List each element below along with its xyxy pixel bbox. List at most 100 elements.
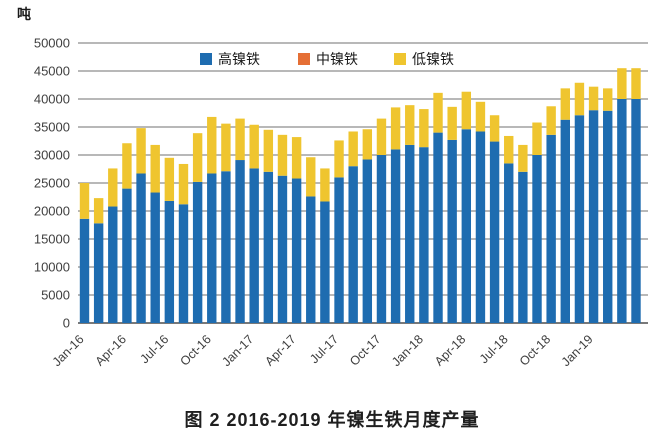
bar-May-16-低镍铁 — [136, 128, 146, 174]
bar-May-17-高镍铁 — [306, 196, 316, 323]
bar-Apr-17-低镍铁 — [291, 137, 302, 179]
bar-Jun-18-低镍铁 — [489, 115, 500, 142]
bar-Mar-16-高镍铁 — [108, 206, 118, 323]
bar-Aug-18-低镍铁 — [518, 144, 528, 172]
bar-Nov-16-高镍铁 — [221, 171, 231, 323]
bar-Mar-16-低镍铁 — [108, 168, 118, 207]
bar-Jun-17-高镍铁 — [320, 201, 330, 323]
bar-Jan-17-高镍铁 — [249, 168, 259, 323]
bar-Sep-17-高镍铁 — [362, 159, 373, 323]
x-tick-label: Jul-18 — [477, 332, 511, 366]
bar-Jul-18-高镍铁 — [504, 163, 514, 323]
bar-Aug-17-低镍铁 — [348, 131, 358, 167]
bar-Oct-17-高镍铁 — [376, 155, 387, 323]
x-tick-label: Jan-18 — [389, 332, 426, 369]
y-tick-label: 40000 — [34, 92, 70, 107]
x-tick-label: Jan-19 — [559, 332, 596, 369]
bar-Apr-19-高镍铁 — [631, 99, 641, 323]
bar-Nov-18-低镍铁 — [560, 88, 570, 120]
y-tick-label: 30000 — [34, 148, 70, 163]
production-chart: 0 5000 10000 15000 20000 25000 30000 35000 40000… — [34, 36, 648, 369]
bar-Dec-16-高镍铁 — [235, 160, 245, 323]
bars — [79, 68, 641, 324]
bar-Oct-16-低镍铁 — [207, 116, 217, 174]
legend-swatch-icon — [394, 53, 406, 65]
x-tick-label: Apr-18 — [432, 332, 468, 368]
x-tick-label: Oct-17 — [347, 332, 383, 368]
figure-caption: 图 2 2016-2019 年镍生铁月度产量 — [184, 410, 480, 430]
bar-Jan-19-低镍铁 — [588, 86, 599, 111]
legend-item-低镍铁: 低镍铁 — [394, 51, 454, 67]
bar-Apr-17-高镍铁 — [291, 178, 302, 323]
bar-Dec-16-低镍铁 — [235, 118, 245, 161]
x-axis-tick-labels: Jan-16 Apr-16 Jul-16 Oct-16 Jan-17 Apr-17 Jul-… — [50, 332, 596, 369]
bar-Apr-18-高镍铁 — [461, 129, 472, 323]
bar-Oct-18-低镍铁 — [546, 106, 556, 135]
bar-May-18-低镍铁 — [475, 101, 486, 132]
bar-Mar-19-低镍铁 — [617, 68, 627, 99]
y-axis-unit-label: 吨 — [17, 6, 31, 22]
bar-May-16-高镍铁 — [136, 173, 146, 323]
bar-Jan-19-高镍铁 — [588, 110, 599, 323]
bar-Nov-17-低镍铁 — [390, 107, 401, 150]
bar-Feb-17-低镍铁 — [263, 129, 274, 172]
bar-Oct-17-低镍铁 — [376, 118, 387, 155]
bar-Mar-18-低镍铁 — [447, 106, 457, 140]
x-tick-label: Jul-16 — [137, 332, 171, 366]
y-tick-label: 0 — [63, 316, 70, 331]
x-tick-label: Apr-16 — [93, 332, 129, 368]
bar-Apr-16-低镍铁 — [122, 143, 132, 189]
bar-Jul-16-低镍铁 — [164, 157, 175, 201]
bar-Jan-17-低镍铁 — [249, 124, 259, 169]
bar-Mar-19-高镍铁 — [617, 99, 627, 323]
bar-Aug-16-高镍铁 — [178, 204, 189, 323]
legend-label: 低镍铁 — [412, 51, 454, 67]
bar-Feb-16-高镍铁 — [93, 223, 104, 323]
y-tick-label: 35000 — [34, 120, 70, 135]
bar-Jul-17-低镍铁 — [334, 140, 344, 178]
bar-Dec-17-低镍铁 — [405, 105, 415, 145]
y-tick-label: 10000 — [34, 260, 70, 275]
y-tick-label: 5000 — [41, 288, 70, 303]
y-tick-label: 15000 — [34, 232, 70, 247]
bar-Jan-16-高镍铁 — [79, 218, 90, 323]
bar-Feb-18-高镍铁 — [433, 132, 443, 323]
x-tick-label: Jul-17 — [307, 332, 341, 366]
bar-Feb-19-高镍铁 — [603, 110, 613, 323]
bar-Nov-16-低镍铁 — [221, 123, 231, 172]
legend-swatch-icon — [298, 53, 310, 65]
bar-Oct-18-高镍铁 — [546, 134, 556, 323]
bar-Jan-18-低镍铁 — [419, 109, 429, 148]
bar-Jun-18-高镍铁 — [489, 141, 500, 323]
bar-Nov-18-高镍铁 — [560, 119, 570, 323]
bar-Feb-16-低镍铁 — [93, 198, 104, 224]
x-tick-label: Oct-18 — [517, 332, 553, 368]
x-tick-label: Jan-16 — [50, 332, 87, 369]
bar-May-18-高镍铁 — [475, 131, 486, 323]
bar-Mar-18-高镍铁 — [447, 139, 457, 323]
legend-item-中镍铁: 中镍铁 — [298, 51, 358, 67]
bar-Apr-18-低镍铁 — [461, 91, 472, 130]
bar-Mar-17-高镍铁 — [277, 175, 288, 323]
bar-Jun-16-高镍铁 — [150, 192, 160, 323]
bar-Sep-16-高镍铁 — [192, 181, 203, 323]
bar-Aug-18-高镍铁 — [518, 171, 528, 323]
y-axis-tick-labels: 0 5000 10000 15000 20000 25000 30000 35000 40000… — [34, 36, 70, 331]
y-tick-label: 50000 — [34, 36, 70, 51]
bar-Jun-16-低镍铁 — [150, 144, 160, 193]
bar-Aug-16-低镍铁 — [178, 163, 189, 205]
bar-Apr-19-低镍铁 — [631, 68, 641, 99]
bar-Apr-16-高镍铁 — [122, 188, 132, 323]
bar-Feb-19-低镍铁 — [603, 88, 613, 111]
legend-label: 高镍铁 — [218, 51, 260, 67]
legend-item-高镍铁: 高镍铁 — [200, 51, 260, 67]
bar-Jul-16-高镍铁 — [164, 200, 175, 323]
bar-Sep-18-低镍铁 — [532, 122, 542, 155]
bar-Jul-17-高镍铁 — [334, 177, 344, 323]
bar-Sep-18-高镍铁 — [532, 155, 542, 323]
legend-label: 中镍铁 — [316, 51, 358, 67]
x-tick-label: Apr-17 — [262, 332, 298, 368]
bar-Jul-18-低镍铁 — [504, 135, 514, 164]
bar-Jun-17-低镍铁 — [320, 168, 330, 202]
